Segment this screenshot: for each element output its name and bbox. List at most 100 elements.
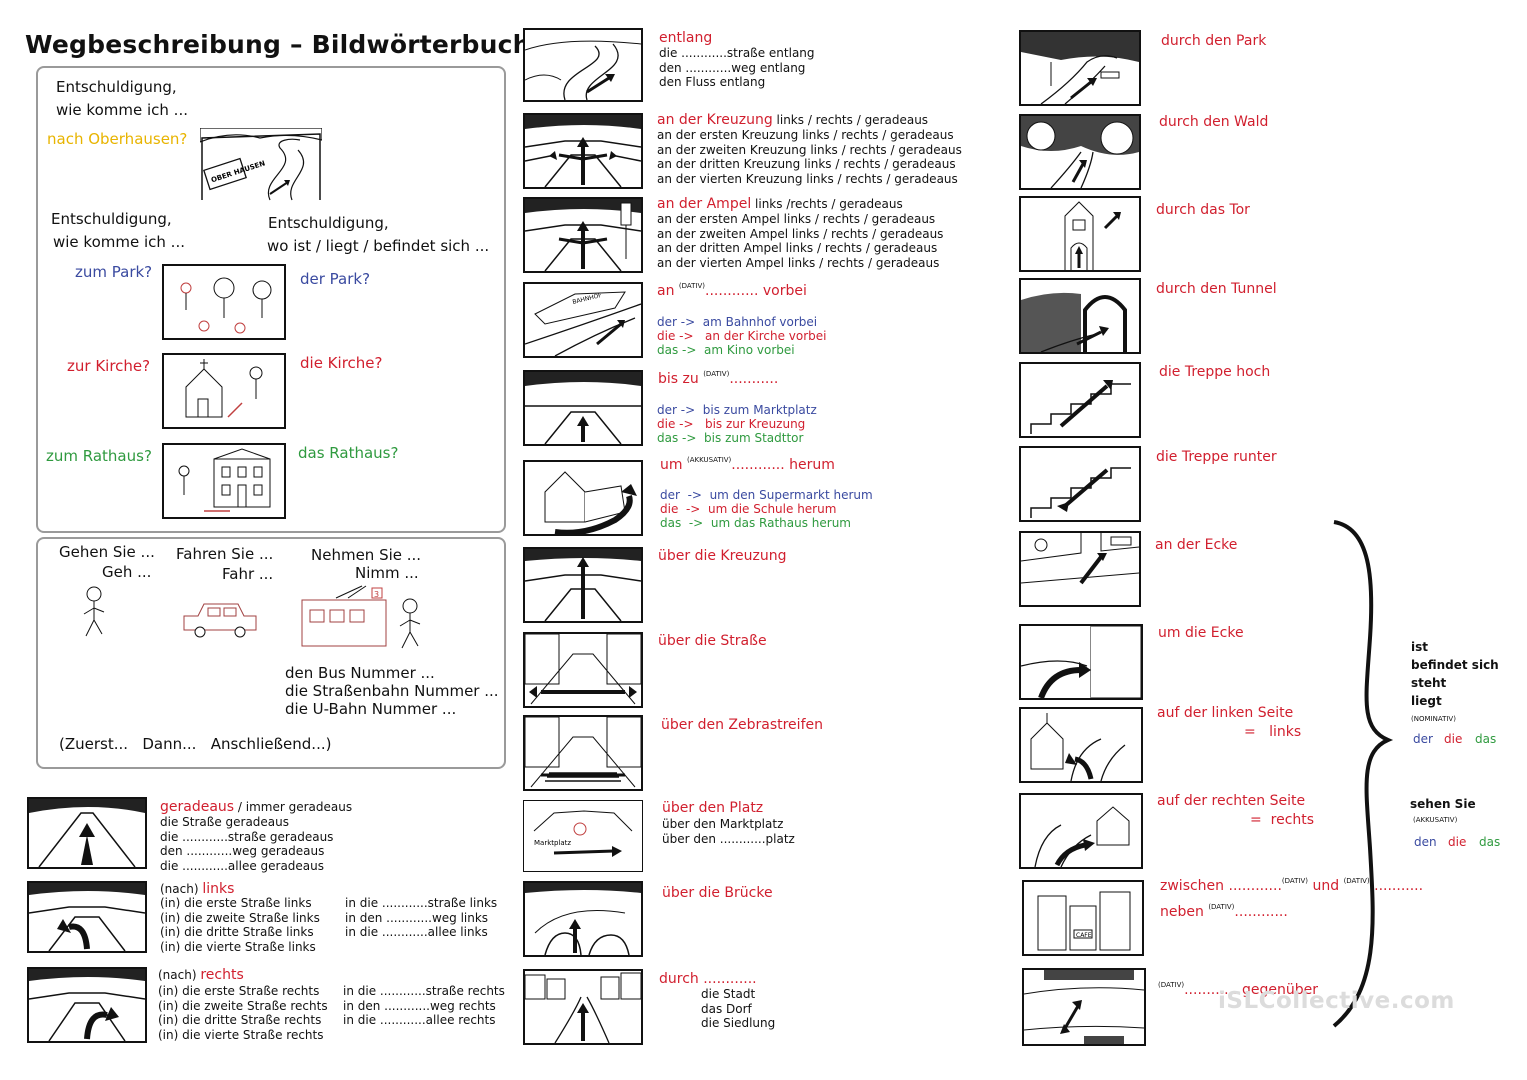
zwischen-illustration: CAFE bbox=[1022, 880, 1144, 956]
intro-q3b: wo ist / liegt / befindet sich ... bbox=[267, 237, 490, 255]
intro-oberhausen: nach Oberhausen? bbox=[47, 130, 188, 148]
intro-zur-kirche: zur Kirche? bbox=[67, 357, 151, 375]
intro-q1b: wie komme ich ... bbox=[56, 101, 188, 119]
list-item: die ............straße entlang bbox=[659, 46, 815, 60]
entlang-illustration bbox=[523, 28, 643, 102]
kreuzung-heading: an der Kreuzung links / rechts / geradea… bbox=[657, 112, 929, 128]
side-sehen: sehen Sie bbox=[1410, 797, 1476, 811]
gegenueber-illustration bbox=[1022, 968, 1146, 1046]
links-list: (in) die erste Straße links (in) die zwe… bbox=[160, 896, 320, 955]
park-durch-illustration bbox=[1019, 30, 1141, 106]
treppe-runter-label: die Treppe runter bbox=[1156, 449, 1277, 465]
gegenueber-label: (DATIV)............ gegenüber bbox=[1158, 981, 1318, 998]
durch-park-label: durch den Park bbox=[1161, 33, 1267, 49]
right-turn-illustration bbox=[27, 967, 147, 1043]
linke-seite-eq: = links bbox=[1244, 724, 1302, 740]
vorbei-illustration: BAHNHOF bbox=[523, 282, 643, 358]
list-item: die ............allee geradeaus bbox=[160, 858, 325, 873]
durch-tunnel-label: durch den Tunnel bbox=[1156, 281, 1277, 297]
an-der-ecke-illustration bbox=[1019, 531, 1141, 607]
vorbei-der: der -> am Bahnhof vorbei bbox=[657, 315, 818, 329]
rechts-heading: (nach) rechts bbox=[158, 967, 244, 983]
transport-bus: den Bus Nummer ... bbox=[285, 664, 435, 682]
rechts-list: (in) die erste Straße rechts (in) die zw… bbox=[158, 984, 328, 1043]
bis-zu-illustration bbox=[523, 370, 643, 446]
transport-nimm-label: Nimm ... bbox=[355, 564, 419, 582]
marktplatz-sign: Marktplatz bbox=[534, 839, 571, 847]
side-steht: steht bbox=[1411, 676, 1447, 690]
list-item: in die ............straße links bbox=[345, 896, 498, 910]
side-akkusativ: (AKKUSATIV) bbox=[1413, 816, 1458, 824]
road-sign-illustration: OBER HAUSEN bbox=[200, 128, 322, 204]
list-item: über den ............platz bbox=[662, 831, 795, 846]
zwischen-label: zwischen ............(DATIV) und (DATIV)… bbox=[1160, 877, 1424, 894]
list-item: (in) die vierte Straße rechts bbox=[158, 1027, 324, 1042]
durch-wald-label: durch den Wald bbox=[1159, 114, 1269, 130]
list-item: über den Marktplatz bbox=[662, 817, 784, 831]
intro-die-kirche: die Kirche? bbox=[300, 354, 383, 372]
list-item: den Fluss entlang bbox=[659, 75, 766, 90]
transport-box bbox=[36, 537, 506, 769]
transport-sequence: (Zuerst... Dann... Anschließend...) bbox=[59, 735, 332, 753]
ampel-list: an der ersten Ampel links / rechts / ger… bbox=[657, 212, 943, 271]
vorbei-das: das -> am Kino vorbei bbox=[657, 343, 795, 357]
intro-q2b: wie komme ich ... bbox=[53, 233, 185, 251]
durch-heading: durch ............ bbox=[659, 971, 757, 987]
um-herum-der: der -> um den Supermarkt herum bbox=[660, 488, 873, 502]
park-illustration bbox=[162, 264, 286, 340]
intro-zum-rathaus: zum Rathaus? bbox=[46, 447, 152, 465]
vorbei-die: die -> an der Kirche vorbei bbox=[657, 329, 827, 343]
left-turn-illustration bbox=[27, 881, 147, 953]
transport-geh: Geh ... bbox=[102, 563, 152, 581]
ueber-platz-list: über den Marktplatz über den ...........… bbox=[662, 817, 795, 846]
list-item: den ............weg entlang bbox=[659, 60, 806, 75]
list-item: (in) die zweite Straße links bbox=[160, 910, 320, 925]
townhall-illustration bbox=[162, 443, 286, 519]
links-heading: (nach) links bbox=[160, 881, 235, 897]
rechte-seite-eq: = rechts bbox=[1250, 812, 1315, 828]
list-item: an der zweiten Kreuzung links / rechts /… bbox=[657, 142, 962, 157]
geradeaus-heading: geradeaus / immer geradeaus bbox=[160, 799, 353, 815]
side-der: der bbox=[1413, 732, 1433, 746]
page-title: Wegbeschreibung – Bildwörterbuch bbox=[25, 30, 531, 59]
list-item: (in) die erste Straße rechts bbox=[158, 984, 320, 998]
ueber-kreuzung-label: über die Kreuzung bbox=[658, 548, 787, 564]
tunnel-illustration bbox=[1019, 278, 1141, 354]
um-herum-heading: um (AKKUSATIV)............ herum bbox=[660, 456, 835, 473]
transport-strassenbahn: die Straßenbahn Nummer ... bbox=[285, 682, 499, 700]
side-befindet: befindet sich bbox=[1411, 658, 1499, 672]
geradeaus-list: die Straße geradeaus die ............str… bbox=[160, 815, 333, 874]
watermark: iSLCollective.com bbox=[1218, 988, 1455, 1014]
list-item: die Straße geradeaus bbox=[160, 815, 290, 829]
an-der-ecke-label: an der Ecke bbox=[1155, 537, 1238, 553]
intro-zum-park: zum Park? bbox=[75, 263, 153, 281]
list-item: das Dorf bbox=[701, 1001, 752, 1016]
list-item: in den ............weg rechts bbox=[343, 998, 496, 1013]
bis-zu-der: der -> bis zum Marktplatz bbox=[657, 403, 817, 417]
intro-q1a: Entschuldigung, bbox=[56, 78, 177, 96]
platz-illustration: Marktplatz bbox=[523, 800, 643, 872]
list-item: in die ............straße rechts bbox=[343, 984, 505, 998]
tram-icon: 3 bbox=[301, 585, 421, 649]
transport-ubahn: die U-Bahn Nummer ... bbox=[285, 700, 457, 718]
side-liegt: liegt bbox=[1411, 694, 1442, 708]
intro-der-park: der Park? bbox=[300, 270, 371, 288]
tor-illustration bbox=[1019, 196, 1141, 272]
bis-zu-heading: bis zu (DATIV)........... bbox=[658, 370, 779, 387]
side-nominativ: (NOMINATIV) bbox=[1411, 715, 1456, 723]
ueber-strasse-label: über die Straße bbox=[658, 633, 767, 649]
durch-list: die Stadt das Dorf die Siedlung bbox=[701, 987, 775, 1031]
list-item: den ............weg geradeaus bbox=[160, 844, 325, 859]
intro-box bbox=[36, 66, 506, 533]
linke-seite-illustration bbox=[1019, 707, 1143, 783]
bruecke-illustration bbox=[523, 881, 643, 957]
transport-nehmen-sie: Nehmen Sie ... bbox=[311, 546, 422, 564]
ueber-kreuzung-illustration bbox=[523, 547, 643, 623]
list-item: in die ............allee links bbox=[345, 925, 488, 940]
ueber-bruecke-label: über die Brücke bbox=[662, 885, 773, 901]
list-item: (in) die erste Straße links bbox=[160, 896, 312, 910]
curly-brace bbox=[1332, 520, 1394, 1028]
treppe-runter-illustration bbox=[1019, 446, 1141, 522]
list-item: an der ersten Kreuzung links / rechts / … bbox=[657, 128, 954, 142]
list-item: an der dritten Ampel links / rechts / ge… bbox=[657, 241, 938, 256]
